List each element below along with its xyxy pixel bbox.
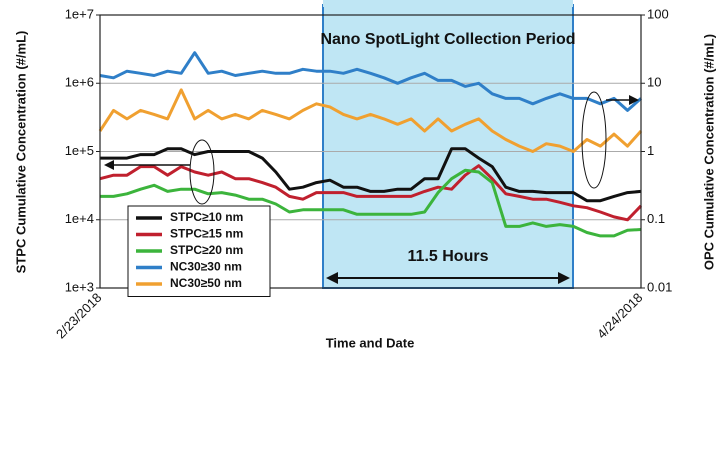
y2-tick-label: 0.01	[647, 279, 672, 294]
y2-tick-label: 10	[647, 75, 661, 90]
duration-annotation: 11.5 Hours	[408, 248, 489, 265]
x-tick-label: 2/23/2018	[53, 290, 105, 342]
collection-period	[322, 4, 574, 289]
y2-tick-label: 0.1	[647, 211, 665, 226]
series-line	[98, 88, 643, 153]
left-arrowhead	[104, 160, 114, 170]
legend-label: NC30≥30 nm	[170, 260, 242, 274]
y-tick-label: 1e+3	[65, 279, 94, 294]
y-tick-label: 1e+6	[65, 75, 94, 90]
legend-label: STPC≥10 nm	[170, 210, 243, 224]
y-axis-title: STPC Cumulative Concentration (#/mL)	[13, 31, 28, 274]
y2-axis-title: OPC Cumulative Concentration (#/mL)	[701, 34, 716, 270]
legend-label: STPC≥20 nm	[170, 243, 243, 257]
x-axis-title: Time and Date	[326, 335, 415, 350]
right-arrowhead	[629, 95, 639, 105]
legend-label: STPC≥15 nm	[170, 227, 243, 241]
x-tick-label: 4/24/2018	[594, 290, 646, 342]
right-callout	[581, 91, 607, 189]
series-line	[99, 51, 642, 112]
series-line	[100, 168, 642, 238]
series-line	[100, 147, 642, 203]
y2-tick-label: 100	[647, 6, 669, 21]
y-tick-label: 1e+4	[65, 211, 94, 226]
left-callout	[189, 139, 215, 205]
collection-period-top	[323, 0, 573, 7]
y-tick-label: 1e+7	[65, 6, 94, 21]
y-tick-label: 1e+5	[65, 143, 94, 158]
period-annotation: Nano SpotLight Collection Period	[320, 31, 575, 48]
y2-tick-label: 1	[647, 143, 654, 158]
legend-label: NC30≥50 nm	[170, 276, 242, 290]
legend: STPC≥10 nm STPC≥15 nm STPC≥20 nm NC30≥30 nm…	[127, 205, 271, 297]
